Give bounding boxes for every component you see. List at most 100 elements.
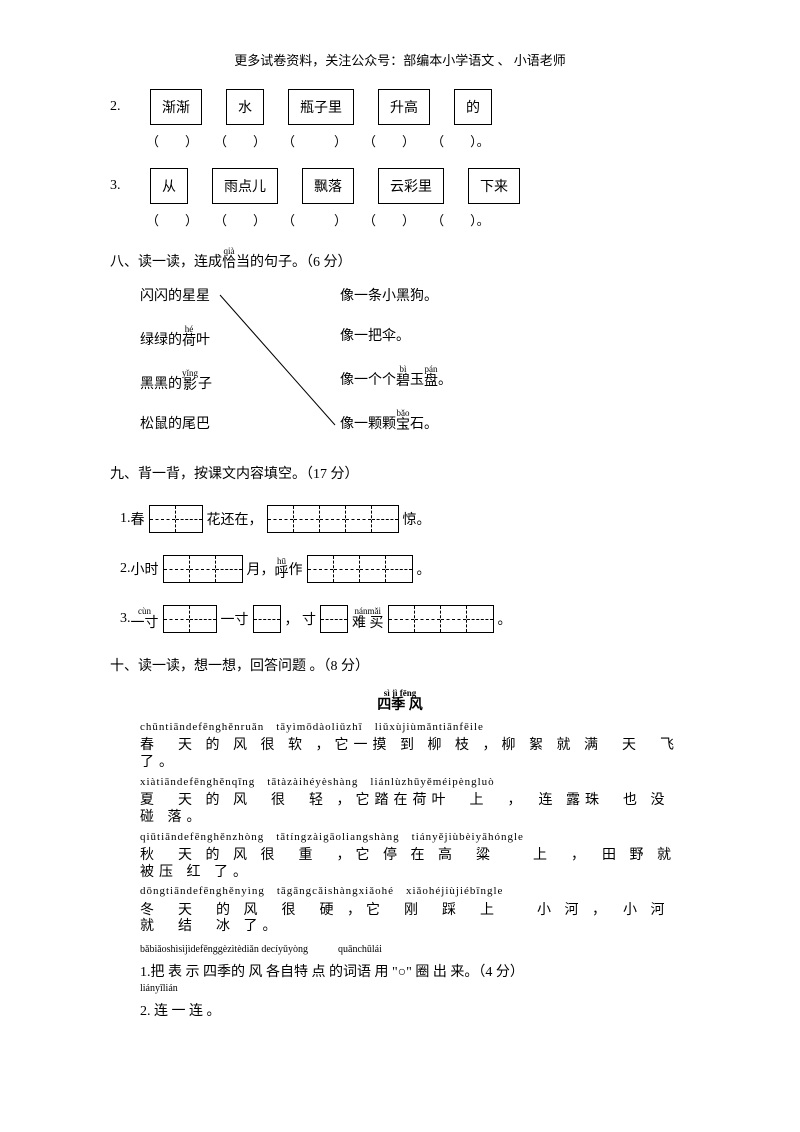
mr2-p2: pán — [424, 365, 438, 374]
q3-paren-2: （ ） — [282, 210, 347, 229]
mr3-post: 石。 — [410, 417, 438, 432]
match-section: 闪闪的星星 绿绿的hé荷叶 黑黑的yǐng影子 松鼠的尾巴 像一条小黑狗。 像一… — [140, 285, 690, 445]
s9-title: 九、背一背，按课文内容填空。（17 分） — [110, 463, 690, 483]
q2-paren-4: （ ）。 — [431, 131, 490, 150]
f1-n: 1. — [120, 511, 131, 527]
q3-box-1: 雨点儿 — [212, 168, 278, 204]
f2-rb: 呼 — [275, 567, 289, 581]
s8-title-pre: 八、读一读，连成 — [110, 255, 222, 270]
f3-rp2: nánmǎi — [352, 607, 384, 616]
f3-rb1: 一寸 — [131, 617, 159, 631]
mr2-pre: 像一个个 — [340, 373, 396, 388]
pt-h: 四季 风 — [377, 699, 423, 713]
match-left-0: 闪闪的星星 — [140, 285, 212, 305]
line3-p: dōngtiāndefēnghěnyìng tāgāngcǎishàngxiǎo… — [140, 885, 690, 898]
f3-a: 一寸 — [221, 609, 249, 629]
s9-f2: 2. 小时 月， hū呼 作 。 — [120, 555, 690, 583]
mr2-post: 。 — [438, 373, 452, 388]
mr2-b1: 碧 — [396, 375, 410, 389]
q3-paren-4: （ ）。 — [431, 210, 490, 229]
q2-num: 2. — [110, 99, 138, 115]
f3-grid1 — [163, 605, 217, 633]
line1-h: 夏 天 的 风 很 轻 ，它踏在荷叶 上 ， 连 露珠 也 没 碰 落。 — [140, 793, 690, 827]
f2-grid1 — [163, 555, 243, 583]
ml2-b: 影 — [182, 379, 198, 393]
mr3-b: 宝 — [396, 419, 410, 433]
f2-c: 作 — [289, 559, 303, 579]
q3-box-3: 云彩里 — [378, 168, 444, 204]
sq2-pinyin: liányīlián — [140, 983, 690, 994]
f3-c: 。 — [498, 609, 512, 629]
mr2-p1: bì — [396, 365, 410, 374]
s8-ruby-p: qià — [222, 247, 236, 256]
sq1-pinyin: bǎbiǎoshìsìjìdefēnggèzìtèdiǎn decíyǔyòng… — [140, 940, 690, 955]
ml1-b: 荷 — [182, 335, 196, 349]
line0-p: chūntiāndefēnghěnruǎn tāyìmōdàoliǔzhī li… — [140, 721, 690, 734]
f2-d: 。 — [417, 559, 431, 579]
ml1-post: 叶 — [196, 333, 210, 348]
f2-a: 小时 — [131, 559, 159, 579]
ml2-pre: 黑黑的 — [140, 377, 182, 392]
mr2-mid: 玉 — [410, 373, 424, 388]
mr3-p: bǎo — [396, 409, 410, 418]
match-right-2: 像一个个bì碧玉pán盘。 — [340, 365, 452, 389]
f3-grid3 — [320, 605, 348, 633]
mr2-b2: 盘 — [424, 375, 438, 389]
f3-grid2 — [253, 605, 281, 633]
f1-grid1 — [149, 505, 203, 533]
s9-f1: 1. 春 花还在， 惊。 — [120, 505, 690, 533]
f1-grid2 — [267, 505, 399, 533]
pt-p: sì jì fēng — [377, 689, 423, 698]
q3-box-4: 下来 — [468, 168, 520, 204]
ml1-p: hé — [182, 325, 196, 334]
line3-h: 冬 天 的 风 很 硬 ，它 刚 踩 上 小 河 ， 小 河 就 结 冰 了。 — [140, 903, 690, 937]
q2-paren-3: （ ） — [363, 131, 415, 150]
ml2-post: 子 — [198, 377, 212, 392]
passage-title: sì jì fēng四季 风 — [110, 689, 690, 713]
mr3-pre: 像一颗颗 — [340, 417, 396, 432]
ml2-p: yǐng — [182, 369, 198, 378]
f2-b: 月， — [247, 559, 275, 579]
s8-ruby: qià恰 — [222, 247, 236, 271]
s8-ruby-b: 恰 — [222, 257, 236, 271]
sq2: 2. 连 一 连 。 — [140, 1000, 690, 1020]
q3-paren-1: （ ） — [214, 210, 266, 229]
f3-rp1: cùn — [131, 607, 159, 616]
q2-box-4: 的 — [454, 89, 492, 125]
match-left-2: 黑黑的yǐng影子 — [140, 369, 212, 393]
q2-box-2: 瓶子里 — [288, 89, 354, 125]
f3-n: 3. — [120, 611, 131, 627]
s8-title-post: 当的句子。（6 分） — [236, 255, 352, 270]
q3-paren-row: （ ） （ ） （ ） （ ） （ ）。 — [138, 210, 690, 229]
line2-h: 秋 天 的 风 很 重 ，它 停 在 高 粱 上 ， 田 野 就 被压 红 了。 — [140, 848, 690, 882]
q2-box-0: 渐渐 — [150, 89, 202, 125]
q2-row: 2. 渐渐 水 瓶子里 升高 的 — [110, 89, 690, 125]
match-left-3: 松鼠的尾巴 — [140, 413, 212, 433]
match-right-1: 像一把伞。 — [340, 325, 452, 345]
q2-box-1: 水 — [226, 89, 264, 125]
f3-grid4 — [388, 605, 494, 633]
q2-box-3: 升高 — [378, 89, 430, 125]
q2-paren-row: （ ） （ ） （ ） （ ） （ ）。 — [138, 131, 690, 150]
f1-c: 惊。 — [403, 509, 431, 529]
q2-paren-2: （ ） — [282, 131, 347, 150]
line2-p: qiūtiāndefēnghěnzhòng tātíngzàigāoliangs… — [140, 831, 690, 844]
q3-num: 3. — [110, 178, 138, 194]
f3-rb2: 难 买 — [352, 617, 384, 631]
f2-grid2 — [307, 555, 413, 583]
f2-n: 2. — [120, 561, 131, 577]
q3-paren-3: （ ） — [363, 210, 415, 229]
s8-title: 八、读一读，连成qià恰当的句子。（6 分） — [110, 247, 690, 271]
passage-body: chūntiāndefēnghěnruǎn tāyìmōdàoliǔzhī li… — [110, 721, 690, 936]
q2-paren-1: （ ） — [214, 131, 266, 150]
s9-f3: 3. cùn一寸 一寸 ， 寸 nánmǎi难 买 。 — [120, 605, 690, 633]
q2-paren-0: （ ） — [146, 131, 198, 150]
f3-b: ， 寸 — [285, 609, 317, 629]
page-header: 更多试卷资料，关注公众号：部编本小学语文 、 小语老师 — [0, 0, 800, 89]
q3-box-2: 飘落 — [302, 168, 354, 204]
line0-h: 春 天 的 风 很 软 ，它一摸 到 柳 枝 ，柳 絮 就 满 天 飞 了。 — [140, 738, 690, 772]
match-right-3: 像一颗颗bǎo宝石。 — [340, 409, 452, 433]
f1-a: 春 — [131, 509, 145, 529]
match-left-1: 绿绿的hé荷叶 — [140, 325, 212, 349]
s10-title: 十、读一读，想一想，回答问题 。（8 分） — [110, 655, 690, 675]
